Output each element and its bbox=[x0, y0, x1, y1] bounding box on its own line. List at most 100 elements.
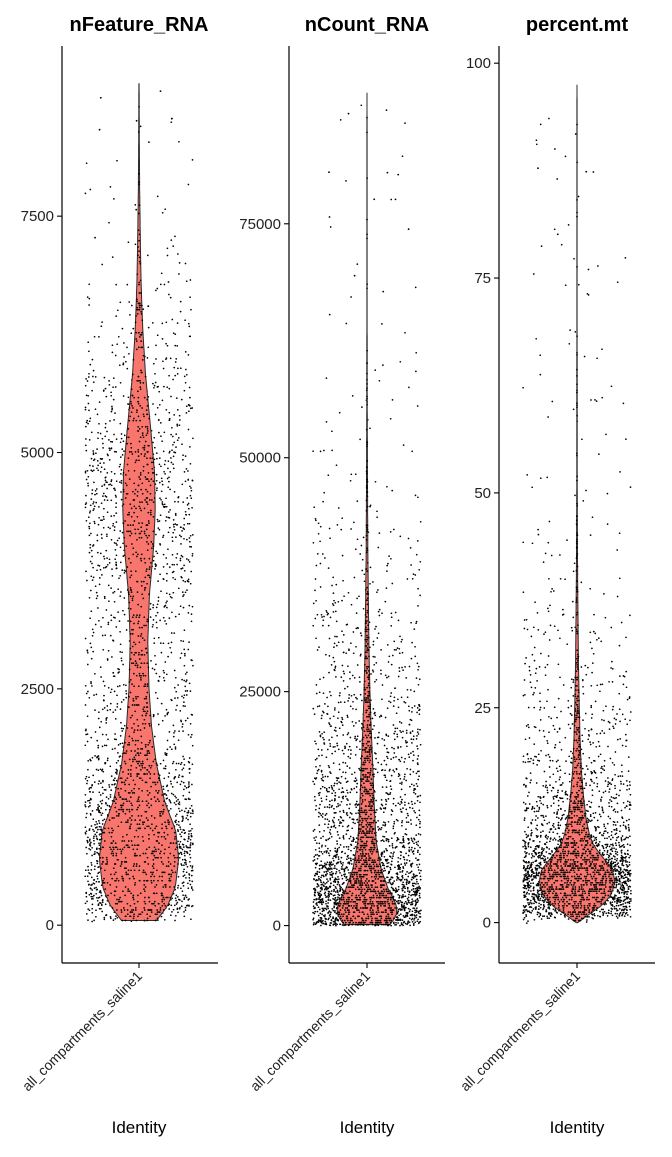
data-point bbox=[87, 715, 89, 717]
data-point bbox=[101, 770, 103, 772]
data-point bbox=[150, 541, 152, 543]
data-point bbox=[168, 460, 170, 462]
data-point bbox=[126, 368, 128, 370]
data-point bbox=[116, 706, 118, 708]
data-point bbox=[148, 535, 150, 537]
data-point bbox=[150, 872, 152, 874]
data-point bbox=[386, 862, 388, 864]
data-point bbox=[322, 501, 324, 503]
data-point bbox=[416, 735, 418, 737]
data-point bbox=[96, 809, 98, 811]
data-point bbox=[355, 646, 357, 648]
data-point bbox=[154, 892, 156, 894]
data-point bbox=[125, 915, 127, 917]
data-point bbox=[92, 829, 94, 831]
data-point bbox=[110, 614, 112, 616]
data-point bbox=[169, 897, 171, 899]
data-point bbox=[115, 502, 117, 504]
data-point bbox=[111, 817, 113, 819]
data-point bbox=[381, 738, 383, 740]
data-point bbox=[132, 698, 134, 700]
data-point bbox=[183, 680, 185, 682]
data-point bbox=[188, 612, 190, 614]
data-point bbox=[316, 922, 318, 924]
data-point bbox=[127, 874, 129, 876]
data-point bbox=[175, 557, 177, 559]
data-point bbox=[115, 512, 117, 514]
data-point bbox=[157, 386, 159, 388]
data-point bbox=[386, 800, 388, 802]
data-point bbox=[139, 761, 141, 763]
data-point bbox=[381, 764, 383, 766]
data-point bbox=[130, 332, 132, 334]
data-point bbox=[318, 794, 320, 796]
data-point bbox=[98, 853, 100, 855]
data-point bbox=[150, 773, 152, 775]
data-point bbox=[90, 575, 92, 577]
data-point bbox=[129, 800, 131, 802]
data-point bbox=[156, 452, 158, 454]
data-point bbox=[132, 600, 134, 602]
data-point bbox=[133, 482, 135, 484]
data-point bbox=[173, 519, 175, 521]
data-point bbox=[103, 508, 105, 510]
data-point bbox=[158, 773, 160, 775]
data-point bbox=[163, 760, 165, 762]
data-point bbox=[98, 783, 100, 785]
data-point bbox=[401, 924, 403, 926]
data-point bbox=[103, 527, 105, 529]
data-point bbox=[152, 782, 154, 784]
data-point bbox=[117, 686, 119, 688]
data-point bbox=[319, 851, 321, 853]
data-point bbox=[128, 792, 130, 794]
data-point bbox=[176, 857, 178, 859]
data-point bbox=[93, 895, 95, 897]
data-point bbox=[138, 229, 140, 231]
data-point bbox=[96, 875, 98, 877]
data-point bbox=[85, 728, 87, 730]
data-point bbox=[181, 769, 183, 771]
data-point bbox=[184, 471, 186, 473]
data-point bbox=[130, 750, 132, 752]
data-point bbox=[131, 543, 133, 545]
data-point bbox=[86, 813, 88, 815]
data-point bbox=[178, 763, 180, 765]
data-point bbox=[110, 395, 112, 397]
data-point bbox=[100, 433, 102, 435]
data-point bbox=[327, 819, 329, 821]
data-point bbox=[110, 448, 112, 450]
data-point bbox=[114, 412, 116, 414]
data-point bbox=[149, 915, 151, 917]
data-point bbox=[149, 725, 151, 727]
data-point bbox=[413, 853, 415, 855]
data-point bbox=[392, 655, 394, 657]
data-point bbox=[103, 389, 105, 391]
data-point bbox=[122, 809, 124, 811]
data-point bbox=[168, 419, 170, 421]
data-point bbox=[404, 801, 406, 803]
data-point bbox=[312, 919, 314, 921]
data-point bbox=[163, 535, 165, 537]
data-point bbox=[93, 840, 95, 842]
data-point bbox=[108, 784, 110, 786]
data-point bbox=[163, 836, 165, 838]
data-point bbox=[405, 853, 407, 855]
data-point bbox=[162, 484, 164, 486]
data-point bbox=[158, 848, 160, 850]
data-point bbox=[115, 626, 117, 628]
data-point bbox=[350, 850, 352, 852]
data-point bbox=[185, 860, 187, 862]
data-point bbox=[163, 566, 165, 568]
data-point bbox=[386, 764, 388, 766]
data-point bbox=[406, 745, 408, 747]
data-point bbox=[139, 405, 141, 407]
data-point bbox=[329, 832, 331, 834]
data-point bbox=[96, 769, 98, 771]
data-point bbox=[122, 742, 124, 744]
data-point bbox=[120, 456, 122, 458]
data-point bbox=[181, 530, 183, 532]
data-point bbox=[119, 464, 121, 466]
data-point bbox=[146, 692, 148, 694]
data-point bbox=[390, 199, 392, 201]
data-point bbox=[161, 480, 163, 482]
